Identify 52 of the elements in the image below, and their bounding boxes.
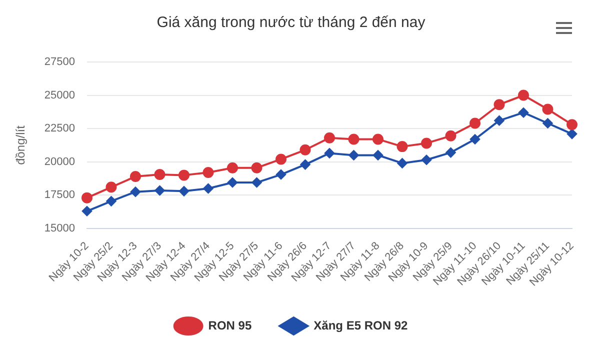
point (420, 138, 432, 149)
point (227, 178, 238, 188)
point (324, 132, 335, 144)
point (324, 148, 334, 158)
point (470, 118, 480, 129)
y-tick-label: 15000 (44, 222, 75, 234)
y-axis-title: đồng/lít (14, 124, 28, 165)
y-tick-label: 20000 (44, 156, 75, 168)
point (372, 150, 383, 160)
point (567, 128, 577, 139)
point (130, 171, 141, 182)
point (154, 169, 166, 180)
point (372, 134, 384, 145)
point (348, 134, 360, 145)
point (494, 116, 504, 126)
point (276, 170, 286, 180)
point (300, 160, 310, 170)
legend-label: Xăng E5 RON 92 (314, 318, 408, 332)
legend-label: RON 95 (208, 318, 252, 332)
point (226, 162, 238, 174)
point (275, 154, 286, 165)
y-tick-label: 27500 (44, 56, 75, 68)
y-tick-label: 22500 (44, 122, 75, 135)
point (130, 186, 140, 197)
point (251, 162, 262, 174)
point (397, 158, 408, 168)
point (470, 134, 480, 144)
point (106, 196, 116, 206)
point (202, 167, 214, 178)
point (82, 206, 92, 216)
point (178, 186, 189, 196)
point (154, 186, 165, 196)
y-tick-label: 25000 (44, 89, 75, 102)
point (518, 108, 528, 118)
point (518, 90, 529, 101)
point (203, 184, 214, 194)
point (542, 118, 553, 128)
point (81, 192, 92, 204)
point (494, 99, 505, 110)
point (252, 178, 262, 188)
chart-title: Giá xăng trong nước từ tháng 2 đến nay (156, 14, 426, 32)
y-tick-label: 17500 (44, 189, 75, 202)
point (348, 150, 359, 160)
point (396, 141, 408, 152)
point (446, 148, 456, 158)
point (300, 144, 311, 156)
point (106, 182, 117, 193)
point (566, 119, 578, 130)
point (421, 154, 432, 165)
point (445, 130, 456, 142)
point (178, 170, 190, 181)
point (542, 104, 554, 115)
